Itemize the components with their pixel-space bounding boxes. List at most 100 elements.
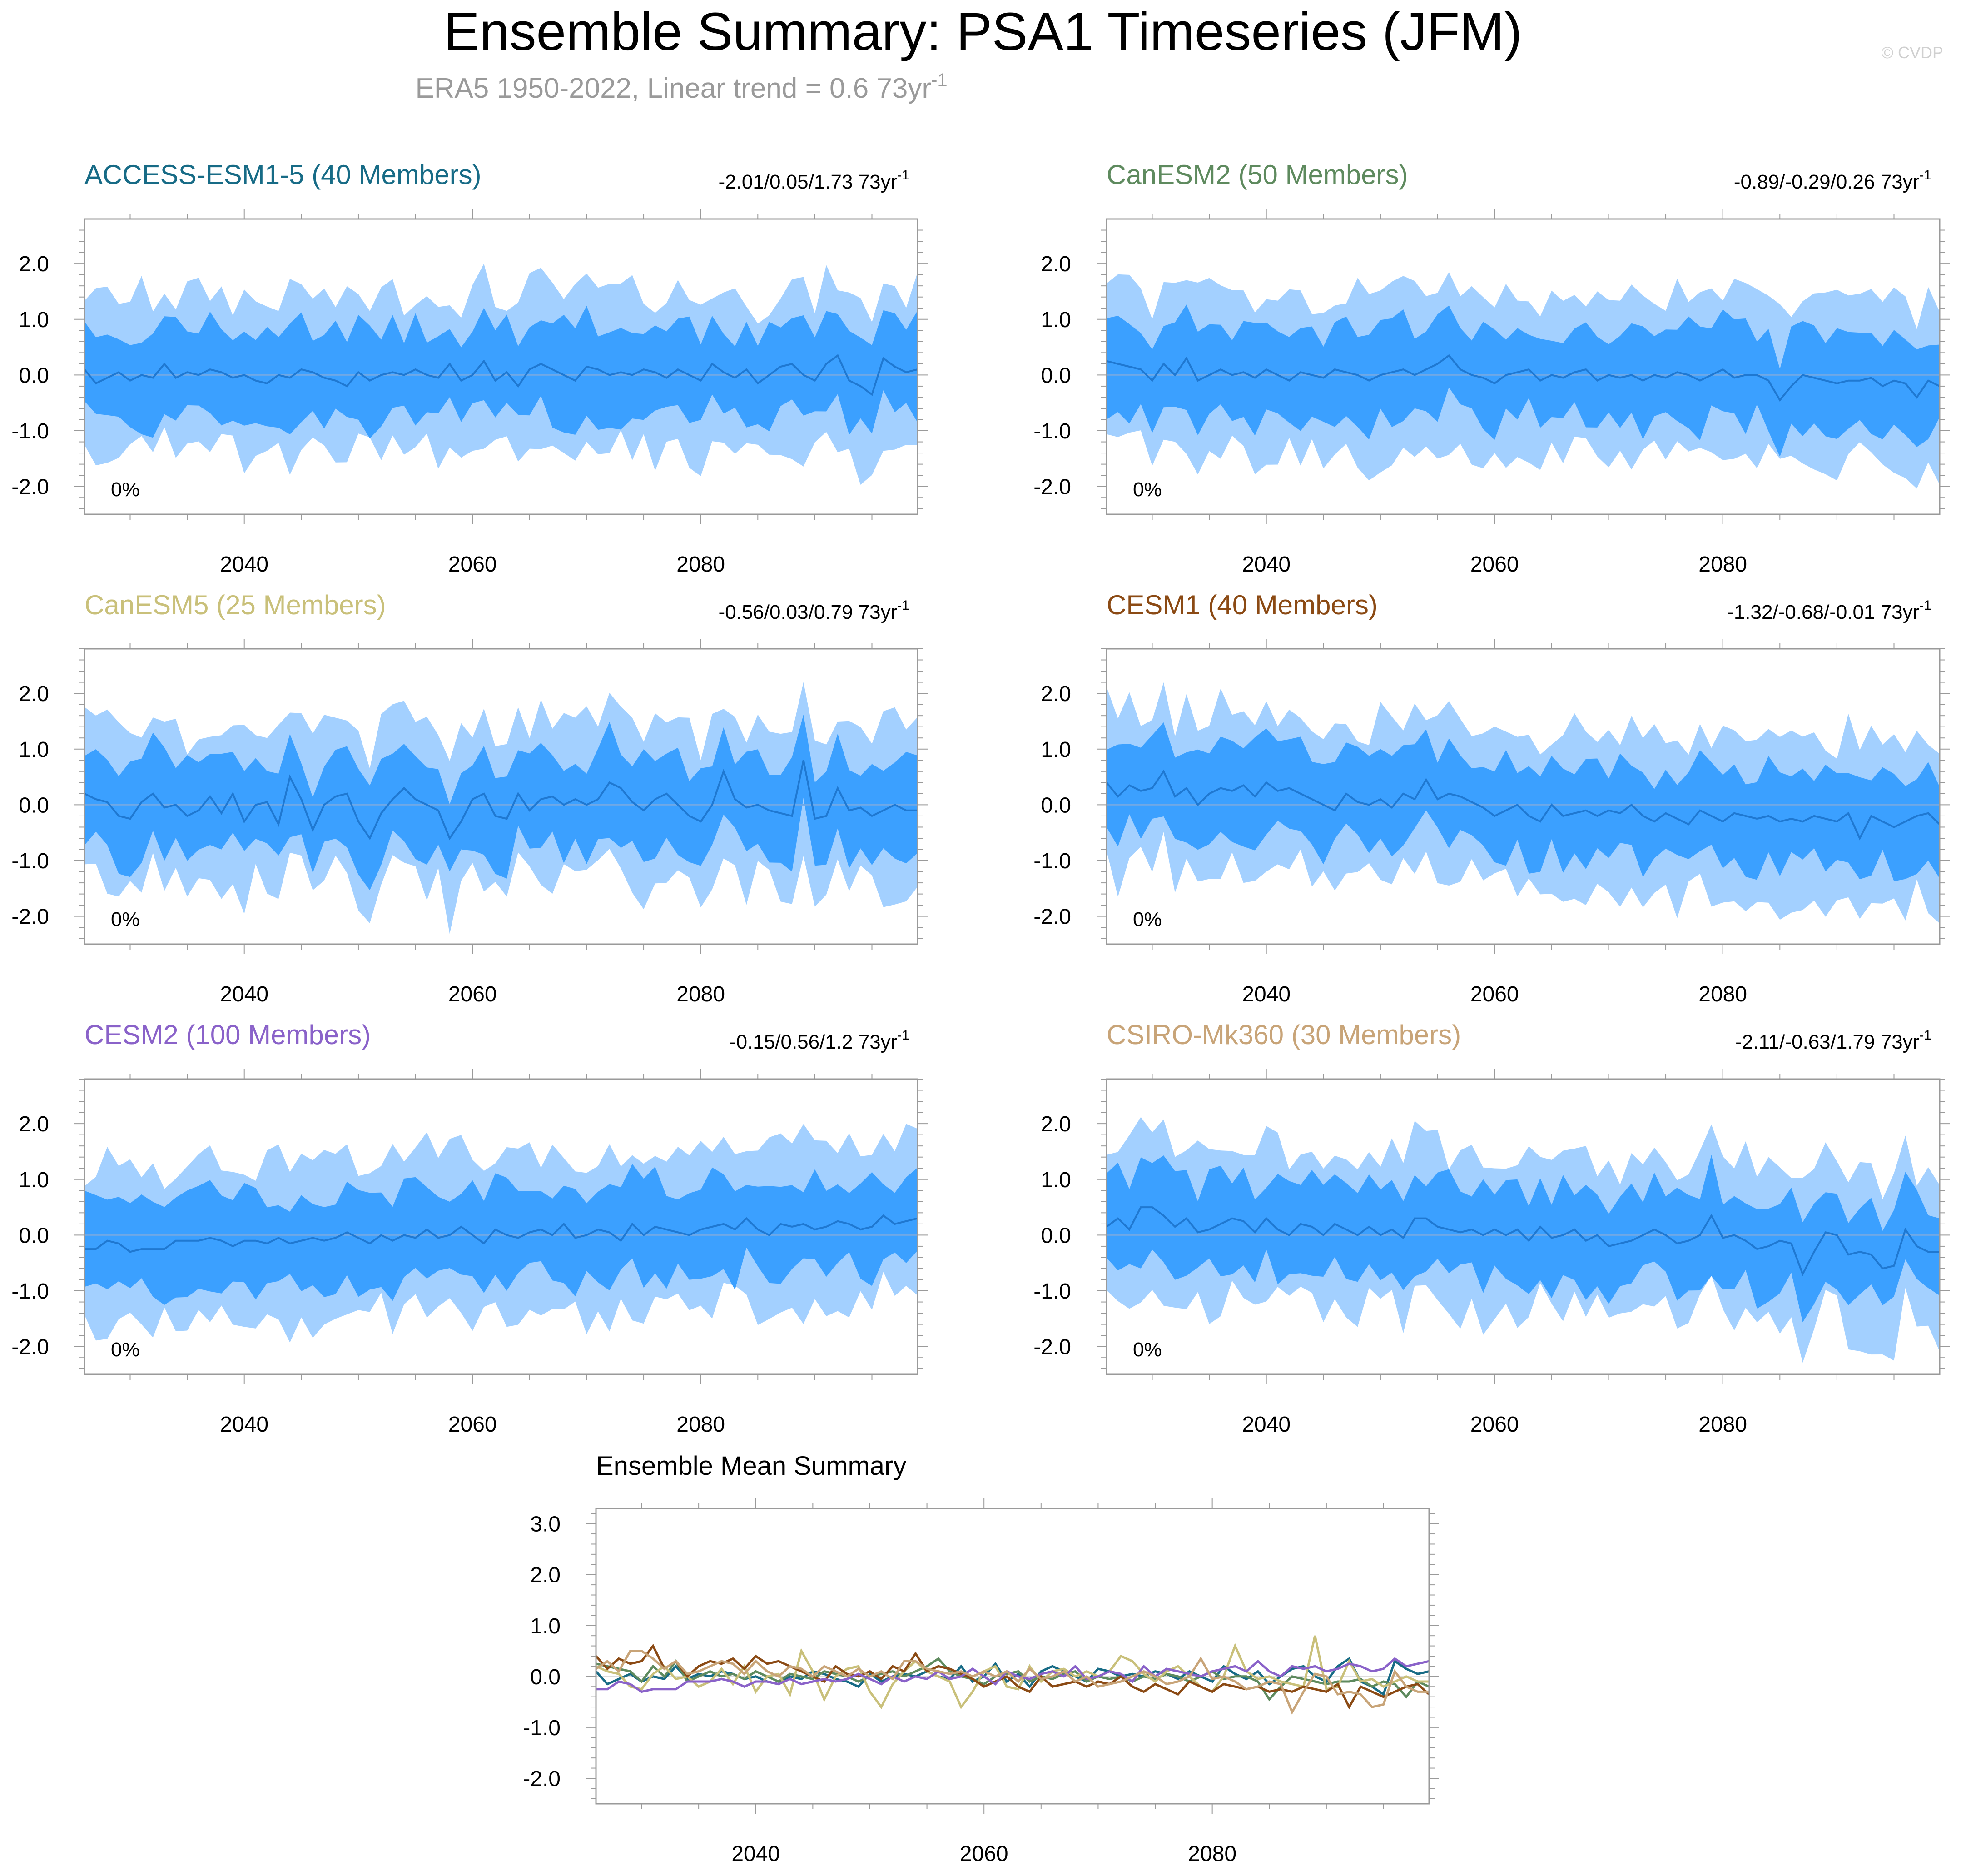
y-tick-label-2: 0.0 — [19, 793, 49, 817]
y-tick-label-0: -2.0 — [11, 475, 49, 499]
x-tick-label-0: 2080 — [676, 552, 725, 577]
mean-line-0 — [84, 354, 918, 396]
percent-label-2: 0% — [111, 908, 140, 931]
y-tick-label-2: 2.0 — [19, 682, 49, 706]
y-tick-label-6: -2.0 — [523, 1767, 561, 1791]
trend-label-text-3: -1.32/-0.68/-0.01 73yr — [1727, 601, 1919, 623]
panel-title-6: Ensemble Mean Summary — [596, 1451, 906, 1481]
panel-4: CESM2 (100 Members) -0.15/0.56/1.2 73yr-1… — [11, 1020, 928, 1437]
x-tick-label-4: 2080 — [676, 1413, 725, 1437]
trend-label-text-2: -0.56/0.03/0.79 73yr — [718, 601, 897, 623]
trend-label-text-1: -0.89/-0.29/0.26 73yr — [1734, 171, 1919, 193]
trend-label-2: -0.56/0.03/0.79 73yr-1 — [718, 598, 909, 623]
trend-label-text-0: -2.01/0.05/1.73 73yr — [718, 171, 897, 193]
y-tick-label-6: 0.0 — [530, 1665, 561, 1689]
mean-line-4 — [84, 1214, 918, 1253]
mean-line-1 — [1106, 354, 1940, 402]
y-tick-label-4: -2.0 — [11, 1335, 49, 1359]
trend-label-text-5: -2.11/-0.63/1.79 73yr — [1735, 1031, 1919, 1053]
x-tick-label-2: 2060 — [448, 982, 497, 1006]
band-inner-0 — [84, 305, 918, 438]
x-tick-label-5: 2080 — [1698, 1413, 1747, 1437]
page-title: Ensemble Summary: PSA1 Timeseries (JFM) — [444, 2, 1522, 62]
x-tick-label-5: 2040 — [1242, 1413, 1291, 1437]
panels-group: ACCESS-ESM1-5 (40 Members) -2.01/0.05/1.7… — [11, 159, 1950, 1866]
y-tick-label-4: -1.0 — [11, 1279, 49, 1304]
y-tick-label-5: 0.0 — [1041, 1224, 1071, 1248]
y-tick-label-6: -1.0 — [523, 1716, 561, 1740]
x-tick-label-3: 2080 — [1698, 982, 1747, 1006]
y-tick-label-6: 2.0 — [530, 1563, 561, 1587]
y-tick-label-1: -1.0 — [1033, 419, 1071, 443]
trend-label-sup-2: -1 — [897, 598, 909, 613]
x-tick-label-5: 2060 — [1470, 1413, 1519, 1437]
trend-label-sup-0: -1 — [897, 168, 909, 183]
panel-frame-2 — [84, 648, 918, 945]
x-tick-label-6: 2080 — [1188, 1842, 1236, 1866]
series-line-CanESM2 — [596, 1657, 1430, 1702]
x-tick-label-6: 2060 — [960, 1842, 1008, 1866]
y-tick-label-0: 2.0 — [19, 252, 49, 276]
panel-title-3: CESM1 (40 Members) — [1107, 590, 1378, 620]
x-tick-label-6: 2040 — [731, 1842, 780, 1866]
trend-label-text-4: -0.15/0.56/1.2 73yr — [730, 1031, 897, 1053]
y-tick-label-3: 1.0 — [1041, 738, 1071, 762]
percent-label-3: 0% — [1133, 908, 1162, 931]
panel-3: CESM1 (40 Members) -1.32/-0.68/-0.01 73yr… — [1033, 590, 1950, 1006]
x-tick-label-4: 2040 — [220, 1413, 268, 1437]
y-tick-label-3: -2.0 — [1033, 905, 1071, 929]
y-tick-label-4: 2.0 — [19, 1112, 49, 1136]
series-line-CESM2 — [596, 1657, 1430, 1693]
percent-label-4: 0% — [111, 1339, 140, 1361]
y-tick-label-1: 0.0 — [1041, 363, 1071, 388]
trend-label-0: -2.01/0.05/1.73 73yr-1 — [718, 168, 909, 193]
panel-frame-0 — [84, 218, 918, 515]
panel-0: ACCESS-ESM1-5 (40 Members) -2.01/0.05/1.7… — [11, 159, 928, 577]
mean-line-5 — [1106, 1206, 1940, 1277]
y-tick-label-0: 0.0 — [19, 363, 49, 388]
panel-frame-5 — [1106, 1078, 1941, 1375]
y-tick-label-0: -1.0 — [11, 419, 49, 443]
x-tick-label-0: 2040 — [220, 552, 268, 577]
panel-2: CanESM5 (25 Members) -0.56/0.03/0.79 73yr… — [11, 590, 928, 1006]
trend-label-sup-5: -1 — [1919, 1028, 1931, 1043]
panel-frame-6 — [595, 1508, 1430, 1805]
y-tick-label-3: -1.0 — [1033, 849, 1071, 873]
trend-label-sup-4: -1 — [897, 1028, 909, 1043]
y-tick-label-1: 1.0 — [1041, 308, 1071, 332]
x-tick-label-0: 2060 — [448, 552, 497, 577]
x-tick-label-3: 2060 — [1470, 982, 1519, 1006]
panel-title-1: CanESM2 (50 Members) — [1107, 159, 1408, 190]
panel-title-0: ACCESS-ESM1-5 (40 Members) — [84, 159, 482, 190]
band-inner-2 — [84, 714, 918, 891]
panel-5: CSIRO-Mk360 (30 Members) -2.11/-0.63/1.79… — [1033, 1020, 1950, 1437]
trend-label-sup-3: -1 — [1919, 598, 1931, 613]
panel-frame-4 — [84, 1078, 918, 1375]
mean-line-3 — [1106, 769, 1941, 841]
trend-label-3: -1.32/-0.68/-0.01 73yr-1 — [1727, 598, 1931, 623]
y-tick-label-1: 2.0 — [1041, 252, 1071, 276]
y-tick-label-5: 1.0 — [1041, 1168, 1071, 1192]
y-tick-label-4: 0.0 — [19, 1224, 49, 1248]
y-tick-label-3: 2.0 — [1041, 682, 1071, 706]
y-tick-label-2: -1.0 — [11, 849, 49, 873]
panel-1: CanESM2 (50 Members) -0.89/-0.29/0.26 73y… — [1033, 159, 1950, 577]
panel-title-2: CanESM5 (25 Members) — [84, 590, 386, 620]
y-tick-label-5: -1.0 — [1033, 1279, 1071, 1304]
panel-title-5: CSIRO-Mk360 (30 Members) — [1107, 1020, 1461, 1050]
percent-label-1: 0% — [1133, 478, 1162, 501]
trend-label-sup-1: -1 — [1919, 168, 1931, 183]
y-tick-label-5: -2.0 — [1033, 1335, 1071, 1359]
page-subtitle-sup: -1 — [931, 70, 948, 90]
percent-label-5: 0% — [1133, 1339, 1162, 1361]
x-tick-label-2: 2040 — [220, 982, 268, 1006]
series-line-CESM1 — [595, 1643, 1430, 1710]
panel-6: Ensemble Mean Summary 3.0 2.0 1.0 0.0 -1.0 -2.… — [523, 1451, 1439, 1866]
percent-label-0: 0% — [111, 478, 140, 501]
y-tick-label-5: 2.0 — [1041, 1112, 1071, 1136]
panel-frame-1 — [1106, 218, 1941, 515]
x-tick-label-1: 2060 — [1470, 552, 1519, 577]
series-line-CSIRO-Mk360 — [595, 1650, 1429, 1715]
watermark: © CVDP — [1881, 43, 1943, 62]
